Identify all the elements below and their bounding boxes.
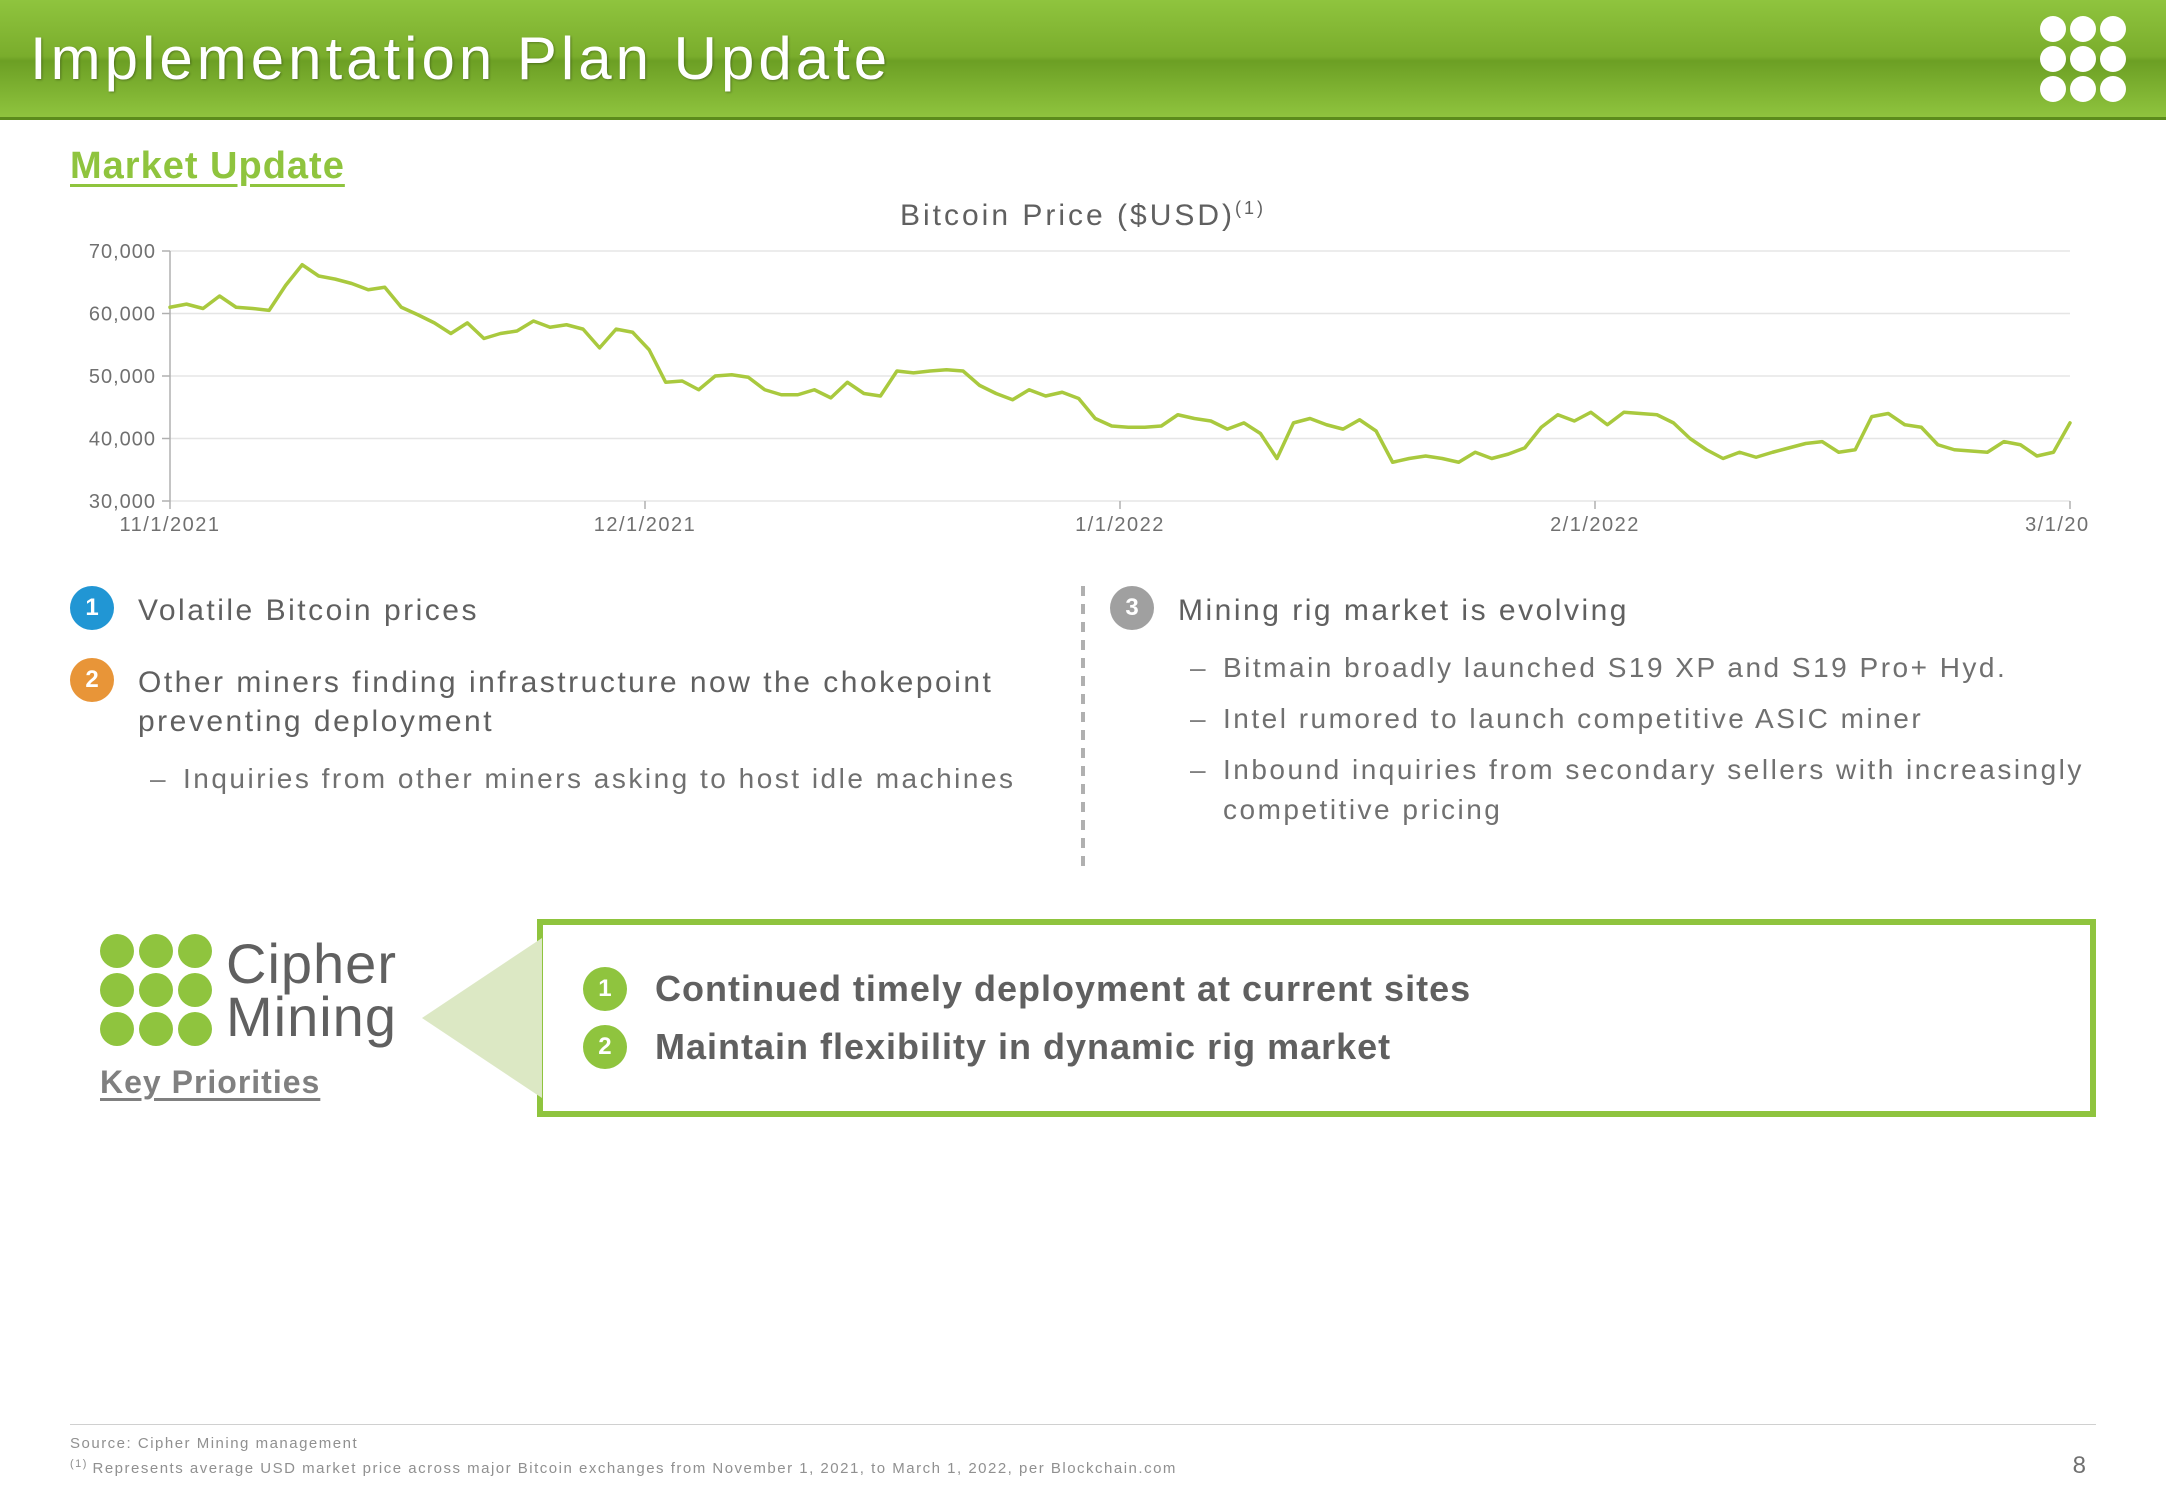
market-point: 3 Mining rig market is evolving Bitmain br… bbox=[1110, 586, 2096, 841]
priority-number-badge: 2 bbox=[583, 1025, 627, 1069]
header-logo-dots bbox=[2040, 16, 2126, 102]
slide-content: Market Update Bitcoin Price ($USD)(1) 30… bbox=[0, 120, 2166, 1117]
cipher-logo-dots bbox=[100, 934, 212, 1046]
chart-svg: 30,000 40,000 50,000 60,000 70,000 11/1/2021 1… bbox=[70, 241, 2090, 541]
point-number-badge: 3 bbox=[1110, 586, 1154, 630]
svg-text:11/1/2021: 11/1/2021 bbox=[120, 514, 221, 536]
svg-text:2/1/2022: 2/1/2022 bbox=[1550, 514, 1640, 536]
priority-item: 2 Maintain flexibility in dynamic rig mar… bbox=[583, 1025, 2050, 1069]
svg-text:40,000: 40,000 bbox=[89, 429, 156, 451]
logo-line2: Mining bbox=[226, 990, 397, 1043]
point-number-badge: 2 bbox=[70, 658, 114, 702]
slide-footer: Source: Cipher Mining management (1) Rep… bbox=[70, 1424, 2096, 1480]
point-sub-item: Bitmain broadly launched S19 XP and S19 … bbox=[1178, 648, 2096, 687]
chart-title-text: Bitcoin Price ($USD) bbox=[900, 199, 1235, 232]
point-title: Volatile Bitcoin prices bbox=[138, 591, 479, 630]
point-title: Mining rig market is evolving bbox=[1178, 591, 2096, 630]
page-number: 8 bbox=[2073, 1452, 2096, 1480]
vertical-divider bbox=[1081, 586, 1085, 869]
point-title: Other miners finding infrastructure now … bbox=[138, 663, 1056, 741]
market-point: 1 Volatile Bitcoin prices bbox=[70, 586, 1056, 630]
svg-text:60,000: 60,000 bbox=[89, 304, 156, 326]
points-right-column: 3 Mining rig market is evolving Bitmain br… bbox=[1110, 586, 2096, 869]
priority-text: Continued timely deployment at current s… bbox=[655, 968, 1471, 1010]
svg-text:50,000: 50,000 bbox=[89, 366, 156, 388]
chart-title: Bitcoin Price ($USD)(1) bbox=[70, 198, 2096, 233]
svg-text:1/1/2022: 1/1/2022 bbox=[1075, 514, 1165, 536]
priority-number-badge: 1 bbox=[583, 967, 627, 1011]
slide-header: Implementation Plan Update bbox=[0, 0, 2166, 120]
svg-text:3/1/2022: 3/1/2022 bbox=[2025, 514, 2090, 536]
bitcoin-price-chart: Bitcoin Price ($USD)(1) 30,000 40,000 50,0… bbox=[70, 198, 2096, 541]
market-point: 2 Other miners finding infrastructure now… bbox=[70, 658, 1056, 810]
footer-line1: Source: Cipher Mining management bbox=[70, 1433, 1177, 1456]
point-sub-item: Inquiries from other miners asking to ho… bbox=[138, 759, 1056, 798]
cipher-logo-block: Cipher Mining Key Priorities bbox=[70, 934, 397, 1101]
chart-title-sup: (1) bbox=[1235, 198, 1266, 218]
logo-line1: Cipher bbox=[226, 937, 397, 990]
market-points-row: 1 Volatile Bitcoin prices 2 Other miners fi… bbox=[70, 586, 2096, 869]
points-left-column: 1 Volatile Bitcoin prices 2 Other miners fi… bbox=[70, 586, 1056, 869]
point-sub-item: Intel rumored to launch competitive ASIC… bbox=[1178, 699, 2096, 738]
footer-source-text: Source: Cipher Mining management (1) Rep… bbox=[70, 1433, 1177, 1480]
section-title: Market Update bbox=[70, 145, 2096, 188]
cipher-logo-text: Cipher Mining bbox=[226, 937, 397, 1043]
slide-title: Implementation Plan Update bbox=[30, 24, 891, 93]
point-sub-item: Inbound inquiries from secondary sellers… bbox=[1178, 750, 2096, 828]
svg-text:30,000: 30,000 bbox=[89, 491, 156, 513]
key-priorities-label: Key Priorities bbox=[100, 1064, 397, 1101]
priorities-section: Cipher Mining Key Priorities 1 Continued … bbox=[70, 919, 2096, 1117]
svg-text:12/1/2021: 12/1/2021 bbox=[594, 514, 696, 536]
arrow-triangle bbox=[422, 938, 542, 1098]
priority-text: Maintain flexibility in dynamic rig mark… bbox=[655, 1026, 1391, 1068]
footer-line2: (1) Represents average USD market price … bbox=[70, 1456, 1177, 1481]
point-number-badge: 1 bbox=[70, 586, 114, 630]
priority-item: 1 Continued timely deployment at current … bbox=[583, 967, 2050, 1011]
svg-text:70,000: 70,000 bbox=[89, 241, 156, 263]
priorities-box: 1 Continued timely deployment at current … bbox=[537, 919, 2096, 1117]
